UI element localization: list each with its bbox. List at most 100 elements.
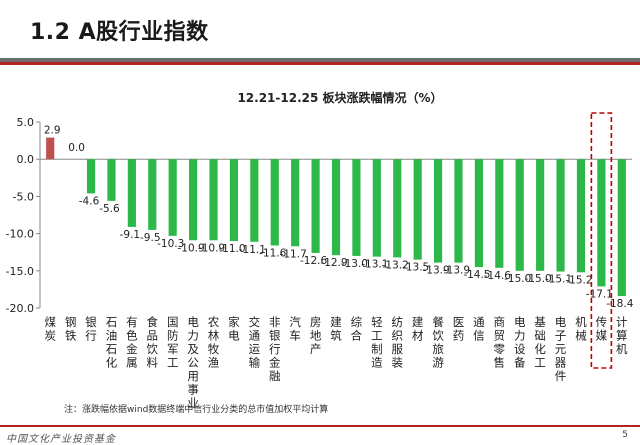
bar (576, 159, 586, 273)
data-label: -13.1 (361, 259, 388, 271)
category-label: 纺织服装 (391, 315, 403, 370)
data-label: -10.9 (178, 242, 205, 254)
data-label: 0.0 (68, 142, 85, 154)
y-tick-label: 5.0 (17, 116, 35, 129)
industry-change-bar-chart: 12.21-12.25 板块涨跌幅情况（%） 5.0 0.0 -5.0 -10.0 -1… (6, 90, 634, 415)
data-label: -18.4 (606, 298, 633, 310)
bar (168, 159, 177, 236)
category-label: 银行 (85, 315, 97, 343)
category-label: 基础化工 (534, 315, 546, 370)
data-label: -10.9 (198, 242, 225, 254)
bar (515, 159, 524, 271)
category-label: 建筑 (330, 315, 342, 343)
bar (617, 159, 626, 297)
bar (536, 159, 545, 271)
bar (372, 159, 381, 257)
category-label: 综合 (351, 315, 363, 343)
highlight-box (590, 112, 613, 369)
data-label: -15.2 (565, 274, 592, 286)
category-label: 国防军工 (167, 315, 179, 370)
data-label: -12.9 (320, 257, 347, 269)
y-tick-label: -15.0 (6, 265, 34, 278)
data-label: -13.2 (382, 259, 409, 271)
category-label: 家电 (228, 315, 240, 343)
bar (433, 159, 443, 263)
data-label: -17.1 (586, 288, 613, 300)
page-title: 1.2 A股行业指数 (30, 20, 209, 45)
data-label: -13.9 (443, 265, 470, 277)
bar (46, 137, 55, 160)
bar (413, 159, 422, 260)
category-label: 汽车 (289, 315, 301, 343)
category-label: 农林牧渔 (208, 315, 220, 370)
category-label: 交通运输 (249, 315, 261, 370)
bar (474, 159, 483, 268)
bar (331, 159, 341, 256)
bar (250, 159, 259, 242)
data-label: -11.1 (239, 244, 266, 256)
chart-title: 12.21-12.25 板块涨跌幅情况（%） (237, 90, 442, 105)
bar (291, 159, 300, 247)
data-label: -13.0 (341, 258, 368, 270)
bar (352, 159, 361, 256)
bar (556, 159, 565, 272)
data-label: -14.6 (484, 270, 511, 282)
data-label: 2.9 (44, 125, 61, 137)
category-label: 石油石化 (106, 315, 118, 370)
chart-note: 注：涨跌幅依据wind数据终端中信行业分类的总市值加权平均计算 (64, 403, 328, 415)
bar (189, 159, 198, 241)
category-label: 钢铁 (65, 315, 77, 343)
category-label: 轻工制造 (371, 315, 383, 370)
title-divider-accent (0, 62, 640, 65)
bar (229, 159, 239, 242)
bar (270, 159, 279, 246)
category-label: 传媒 (596, 315, 608, 343)
category-label: 电子元器件 (555, 315, 567, 383)
y-tick-label: 0.0 (17, 153, 35, 166)
category-label: 电力及公用事业 (187, 315, 199, 410)
data-label: -5.6 (99, 203, 120, 215)
category-label: 餐饮旅游 (432, 315, 444, 370)
bars (46, 137, 626, 297)
bar (209, 159, 218, 241)
data-label: -4.6 (79, 195, 100, 207)
category-label: 食品饮料 (147, 315, 159, 370)
title-divider-dark (0, 58, 640, 62)
y-tick-label: -20.0 (6, 302, 34, 315)
data-label: -13.5 (402, 262, 429, 274)
bar (393, 159, 402, 258)
data-label: -11.6 (259, 248, 286, 260)
bar (495, 159, 504, 268)
footer-divider (0, 425, 640, 427)
bar (86, 159, 96, 194)
y-tick-label: -10.0 (6, 228, 34, 241)
data-label: -9.5 (140, 232, 161, 244)
category-label: 有色金属 (126, 315, 138, 370)
data-label: -15.1 (545, 274, 572, 286)
page-number: 5 (622, 430, 628, 440)
bar (127, 159, 136, 227)
bar (311, 159, 320, 253)
category-label: 医药 (453, 315, 465, 343)
category-label: 非银行金融 (269, 315, 281, 383)
data-label: -10.3 (157, 238, 184, 250)
data-label: -11.7 (280, 248, 307, 260)
data-label: -9.1 (120, 229, 141, 241)
category-label: 商贸零售 (494, 315, 506, 370)
category-label: 计算机 (616, 315, 628, 356)
data-label: -15.0 (525, 273, 552, 285)
data-label: -11.0 (218, 243, 245, 255)
category-labels: 煤炭钢铁银行石油石化有色金属食品饮料国防军工电力及公用事业农林牧渔家电交通运输非… (44, 315, 628, 410)
data-labels: 2.90.0-4.6-5.6-9.1 -9.5-10.3-10.9-10.9-11… (44, 125, 634, 310)
category-label: 机械 (575, 315, 587, 343)
bar (148, 159, 157, 230)
category-label: 房地产 (310, 315, 322, 356)
bar (597, 159, 606, 287)
data-label: -12.6 (300, 255, 327, 267)
bar (454, 159, 463, 263)
category-label: 建材 (412, 315, 424, 343)
category-label: 电力设备 (514, 315, 526, 370)
footer-brand: 中国文化产业投资基金 (6, 434, 116, 445)
data-label: -14.5 (463, 269, 490, 281)
data-label: -13.9 (422, 265, 449, 277)
